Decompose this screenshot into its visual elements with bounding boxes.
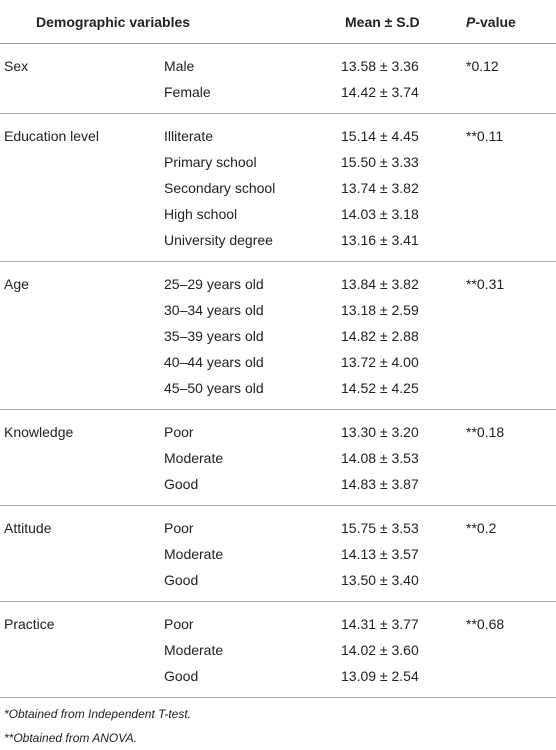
category-label: Good	[164, 572, 199, 588]
group-practice: Practice **0.68 Poor 14.31 ± 3.77 Moderate 14…	[0, 602, 556, 698]
mean-sd-value: 13.30 ± 3.20	[341, 424, 419, 440]
mean-sd-value: 14.02 ± 3.60	[341, 642, 419, 658]
table-row: Good 13.09 ± 2.54	[0, 663, 556, 689]
category-label: Secondary school	[164, 180, 276, 196]
group-attitude: Attitude **0.2 Poor 15.75 ± 3.53 Moderate 14.…	[0, 506, 556, 602]
category-label: Poor	[164, 424, 194, 440]
p-value: **0.2	[466, 520, 497, 536]
mean-sd-value: 14.08 ± 3.53	[341, 450, 419, 466]
mean-sd-value: 13.58 ± 3.36	[341, 58, 419, 74]
category-label: Female	[164, 84, 211, 100]
table-row: High school 14.03 ± 3.18	[0, 201, 556, 227]
table-row: Age **0.31 25–29 years old 13.84 ± 3.82	[0, 271, 556, 297]
group-education-level: Education level **0.11 Illiterate 15.14 ± 4…	[0, 114, 556, 262]
p-value: **0.31	[466, 276, 505, 292]
table-row: Moderate 14.02 ± 3.60	[0, 637, 556, 663]
header-mean-sd: Mean ± S.D	[345, 14, 420, 30]
header-p-value-italic: P	[466, 14, 476, 30]
table-row: 40–44 years old 13.72 ± 4.00	[0, 349, 556, 375]
group-knowledge: Knowledge **0.18 Poor 13.30 ± 3.20 Moderate 1…	[0, 410, 556, 506]
p-value: **0.68	[466, 616, 505, 632]
variable-label: Education level	[4, 128, 99, 144]
footnote-anova: **Obtained from ANOVA.	[4, 731, 137, 745]
category-label: 30–34 years old	[164, 302, 264, 318]
table-row: Knowledge **0.18 Poor 13.30 ± 3.20	[0, 419, 556, 445]
category-label: Moderate	[164, 546, 224, 562]
category-label: Primary school	[164, 154, 257, 170]
table-row: 30–34 years old 13.18 ± 2.59	[0, 297, 556, 323]
table-row: Primary school 15.50 ± 3.33	[0, 149, 556, 175]
category-label: Moderate	[164, 642, 224, 658]
group-age: Age **0.31 25–29 years old 13.84 ± 3.82 30–3…	[0, 262, 556, 410]
mean-sd-value: 14.52 ± 4.25	[341, 380, 419, 396]
mean-sd-value: 14.03 ± 3.18	[341, 206, 419, 222]
category-label: 40–44 years old	[164, 354, 264, 370]
category-label: University degree	[164, 232, 273, 248]
footnote-ttest: *Obtained from Independent T-test.	[4, 707, 192, 721]
table-row: Attitude **0.2 Poor 15.75 ± 3.53	[0, 515, 556, 541]
footnotes: *Obtained from Independent T-test. **Obt…	[4, 702, 191, 750]
p-value: **0.18	[466, 424, 505, 440]
mean-sd-value: 13.84 ± 3.82	[341, 276, 419, 292]
category-label: Male	[164, 58, 195, 74]
mean-sd-value: 14.82 ± 2.88	[341, 328, 419, 344]
header-p-value-rest: -value	[475, 14, 516, 30]
table-row: Good 13.50 ± 3.40	[0, 567, 556, 593]
table-row: Education level **0.11 Illiterate 15.14 ± 4…	[0, 123, 556, 149]
mean-sd-value: 15.14 ± 4.45	[341, 128, 419, 144]
category-label: 45–50 years old	[164, 380, 264, 396]
mean-sd-value: 14.42 ± 3.74	[341, 84, 419, 100]
variable-label: Sex	[4, 58, 29, 74]
table-row: University degree 13.16 ± 3.41	[0, 227, 556, 253]
variable-label: Attitude	[4, 520, 52, 536]
mean-sd-value: 13.09 ± 2.54	[341, 668, 419, 684]
table-row: Female 14.42 ± 3.74	[0, 79, 556, 105]
table-row: Moderate 14.13 ± 3.57	[0, 541, 556, 567]
variable-label: Age	[4, 276, 29, 292]
category-label: Good	[164, 668, 199, 684]
mean-sd-value: 14.83 ± 3.87	[341, 476, 419, 492]
table-header: Demographic variables Mean ± S.D P-value	[0, 0, 556, 44]
mean-sd-value: 15.50 ± 3.33	[341, 154, 419, 170]
table-row: Practice **0.68 Poor 14.31 ± 3.77	[0, 611, 556, 637]
mean-sd-value: 15.75 ± 3.53	[341, 520, 419, 536]
variable-label: Practice	[4, 616, 55, 632]
mean-sd-value: 14.13 ± 3.57	[341, 546, 419, 562]
category-label: High school	[164, 206, 238, 222]
category-label: Poor	[164, 616, 194, 632]
mean-sd-value: 13.50 ± 3.40	[341, 572, 419, 588]
table-row: Sex *0.12 Male 13.58 ± 3.36	[0, 53, 556, 79]
mean-sd-value: 13.74 ± 3.82	[341, 180, 419, 196]
table-row: Secondary school 13.74 ± 3.82	[0, 175, 556, 201]
table-row: Moderate 14.08 ± 3.53	[0, 445, 556, 471]
mean-sd-value: 13.18 ± 2.59	[341, 302, 419, 318]
mean-sd-value: 13.72 ± 4.00	[341, 354, 419, 370]
p-value: *0.12	[466, 58, 499, 74]
category-label: Poor	[164, 520, 194, 536]
table-row: Good 14.83 ± 3.87	[0, 471, 556, 497]
table-row: 35–39 years old 14.82 ± 2.88	[0, 323, 556, 349]
table-body: Sex *0.12 Male 13.58 ± 3.36 Female 14.42 ± 3.…	[0, 44, 556, 698]
category-label: Illiterate	[164, 128, 214, 144]
mean-sd-value: 13.16 ± 3.41	[341, 232, 419, 248]
header-demographic-variables: Demographic variables	[36, 14, 191, 30]
category-label: 25–29 years old	[164, 276, 264, 292]
table-row: 45–50 years old 14.52 ± 4.25	[0, 375, 556, 401]
results-table: Demographic variables Mean ± S.D P-value…	[0, 0, 556, 698]
variable-label: Knowledge	[4, 424, 74, 440]
category-label: Moderate	[164, 450, 224, 466]
header-p-value: P-value	[466, 12, 516, 32]
p-value: **0.11	[466, 128, 504, 144]
mean-sd-value: 14.31 ± 3.77	[341, 616, 419, 632]
category-label: 35–39 years old	[164, 328, 264, 344]
group-sex: Sex *0.12 Male 13.58 ± 3.36 Female 14.42 ± 3.…	[0, 44, 556, 114]
category-label: Good	[164, 476, 199, 492]
